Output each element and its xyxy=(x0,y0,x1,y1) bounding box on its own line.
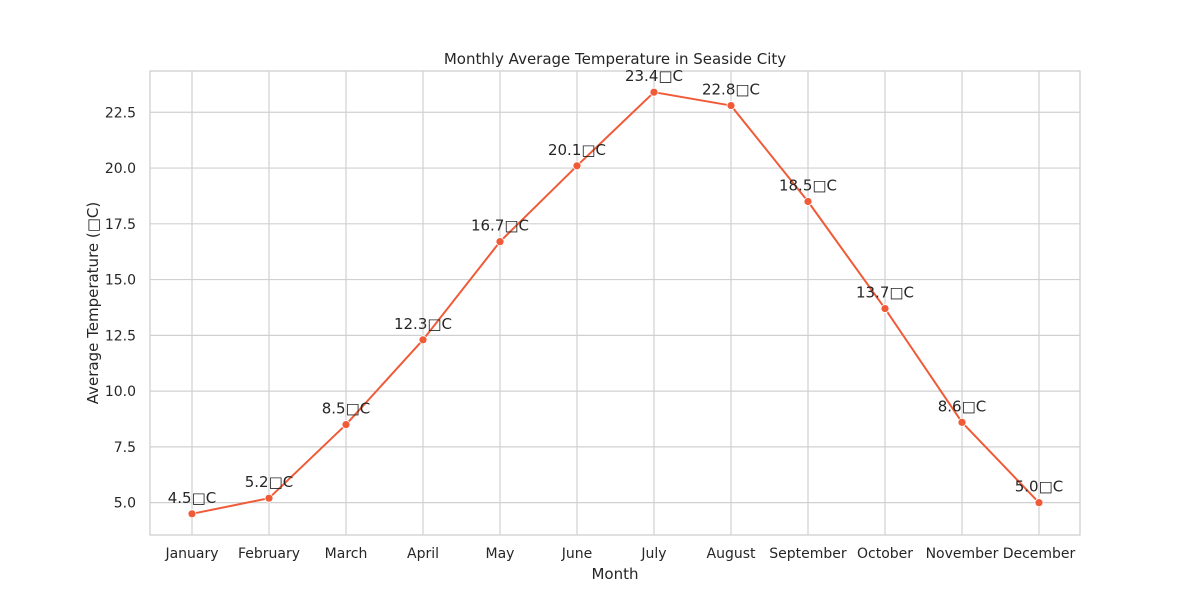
data-label: 18.5□C xyxy=(779,177,837,195)
y-axis-label: Average Temperature (□C) xyxy=(84,202,102,405)
x-tick-label: December xyxy=(1003,546,1076,562)
data-label: 16.7□C xyxy=(471,217,529,235)
x-tick-label: February xyxy=(238,546,300,562)
data-point xyxy=(880,304,890,313)
y-tick-label: 5.0 xyxy=(114,496,136,512)
x-tick-label: September xyxy=(769,546,847,562)
x-tick-label: October xyxy=(857,546,913,562)
y-tick-label: 15.0 xyxy=(105,273,136,289)
data-point xyxy=(803,197,813,206)
x-tick-label: June xyxy=(561,546,593,562)
temperature-line xyxy=(191,91,1040,515)
data-point xyxy=(418,335,428,345)
grid-layer xyxy=(150,71,1080,535)
data-point xyxy=(726,101,736,110)
data-label: 23.4□C xyxy=(625,67,683,85)
y-tick-label: 10.0 xyxy=(105,384,136,400)
data-label: 22.8□C xyxy=(702,81,760,99)
data-label: 4.5□C xyxy=(168,489,217,507)
data-label: 8.5□C xyxy=(322,400,371,418)
y-tick-label: 7.5 xyxy=(114,440,136,456)
y-tick-label: 17.5 xyxy=(105,217,136,233)
y-tick-label: 22.5 xyxy=(105,105,136,121)
x-tick-label: May xyxy=(486,546,515,562)
data-point xyxy=(957,417,967,427)
data-label: 20.1□C xyxy=(548,141,606,159)
data-label: 5.0□C xyxy=(1015,478,1064,496)
y-tick-label: 20.0 xyxy=(105,161,136,177)
x-tick-label: August xyxy=(707,546,757,562)
data-point xyxy=(495,237,505,247)
x-tick-label: April xyxy=(407,546,439,562)
data-point xyxy=(1034,498,1044,508)
data-point xyxy=(572,161,582,171)
data-point xyxy=(187,509,197,519)
data-point xyxy=(649,87,659,97)
data-label: 13.7□C xyxy=(856,284,914,302)
x-tick-label: July xyxy=(640,546,666,562)
x-tick-label: January xyxy=(164,546,218,562)
chart-title: Monthly Average Temperature in Seaside C… xyxy=(444,50,786,68)
data-point xyxy=(264,493,274,503)
data-label: 12.3□C xyxy=(394,315,452,333)
plot-frame xyxy=(149,70,1081,536)
data-label: 8.6□C xyxy=(938,397,987,415)
x-tick-label: November xyxy=(926,546,999,562)
tick-layer: 5.0 7.5 10.0 12.5 15.0 17.5 20.0 22.5 January Feb… xyxy=(105,105,1076,562)
x-tick-label: March xyxy=(325,546,368,562)
data-point xyxy=(341,420,351,429)
label-layer: 4.5□C 5.2□C 8.5□C 12.3□C 16.7□C 20.1□C 23.4□C 2… xyxy=(168,67,1064,507)
y-tick-label: 12.5 xyxy=(105,328,136,344)
series-layer xyxy=(187,87,1044,519)
data-label: 5.2□C xyxy=(245,473,294,491)
x-axis-label: Month xyxy=(591,565,638,583)
